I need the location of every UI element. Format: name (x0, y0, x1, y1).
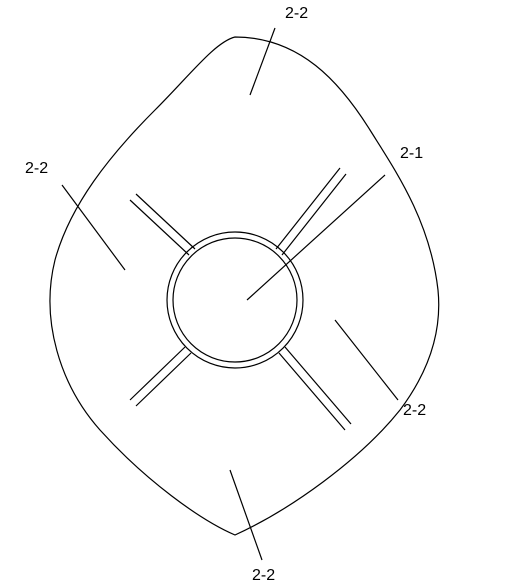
spoke-line (285, 347, 351, 424)
label-section-bottom: 2-2 (252, 567, 275, 584)
label-section-left: 2-2 (25, 160, 48, 177)
spoke-line (276, 168, 340, 249)
spokes-group (130, 168, 351, 430)
center-circle-inner (173, 238, 297, 362)
leader-line (230, 470, 262, 560)
label-section-right: 2-2 (403, 402, 426, 419)
leader-lines-group (62, 28, 398, 560)
spoke-line (136, 353, 191, 406)
diagram-svg: 2-1 2-2 2-2 2-2 2-2 (0, 0, 508, 588)
label-section-top: 2-2 (285, 5, 308, 22)
leader-line (335, 320, 398, 400)
center-circle-outer (167, 232, 303, 368)
spoke-line (279, 353, 345, 430)
outer-boundary (50, 37, 439, 535)
spoke-line (136, 194, 195, 249)
spoke-line (130, 200, 189, 255)
outer-shape-path (50, 37, 439, 535)
center-circle-group (167, 232, 303, 368)
leader-line (247, 175, 385, 300)
leader-line (62, 185, 125, 270)
label-center: 2-1 (400, 145, 423, 162)
spoke-line (282, 174, 346, 255)
spoke-line (130, 347, 185, 400)
labels-group: 2-1 2-2 2-2 2-2 2-2 (25, 5, 426, 584)
